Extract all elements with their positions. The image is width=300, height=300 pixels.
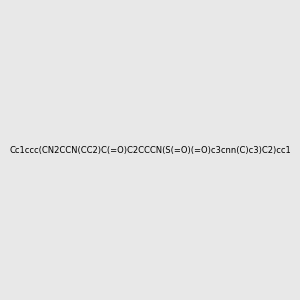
Text: Cc1ccc(CN2CCN(CC2)C(=O)C2CCCN(S(=O)(=O)c3cnn(C)c3)C2)cc1: Cc1ccc(CN2CCN(CC2)C(=O)C2CCCN(S(=O)(=O)c… [9, 146, 291, 154]
